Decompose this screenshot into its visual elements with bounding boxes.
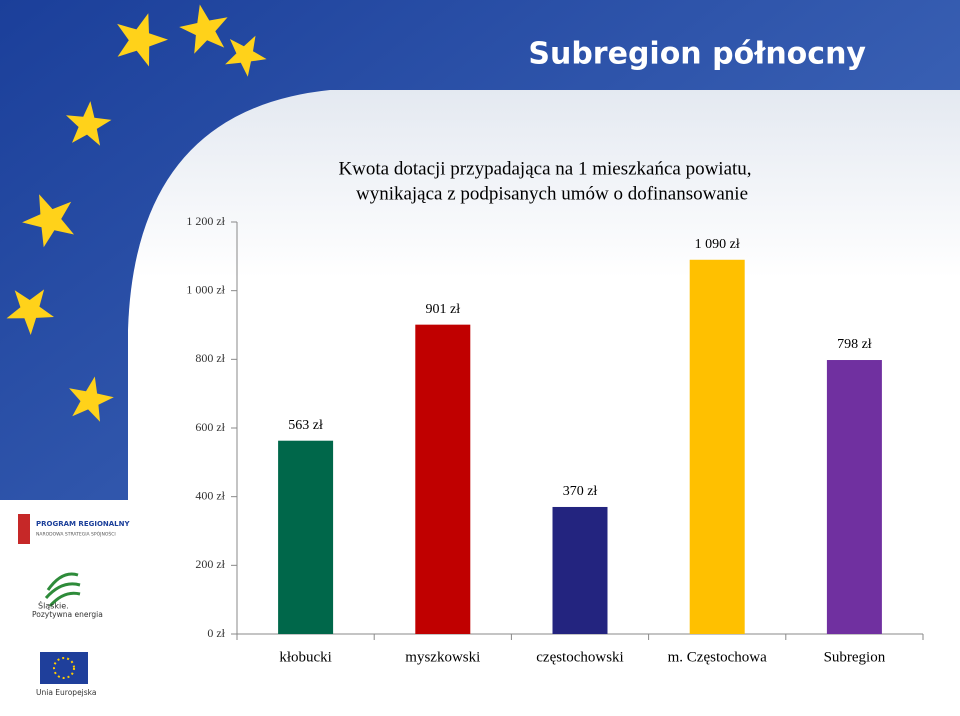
chart-title: wynikająca z podpisanych umów o dofinans… (356, 183, 748, 204)
x-tick-label: Subregion (824, 649, 886, 665)
x-tick-label: kłobucki (279, 649, 332, 665)
x-tick-label: m. Częstochowa (668, 649, 767, 665)
y-tick-label: 400 zł (195, 488, 225, 502)
star (179, 4, 228, 54)
star (6, 289, 54, 335)
value-label: 370 zł (563, 484, 598, 499)
eu-stars (53, 657, 75, 679)
value-label: 563 zł (288, 418, 323, 433)
y-tick-label: 1 200 zł (186, 214, 225, 228)
bar (415, 324, 471, 634)
logo-icon (44, 572, 81, 608)
content-area (128, 90, 960, 716)
logo-text: PROGRAM REGIONALNY (36, 520, 130, 528)
value-label: 1 090 zł (695, 237, 740, 252)
y-tick-label: 1 000 zł (186, 282, 225, 296)
eu-flag (40, 652, 88, 684)
bar (278, 440, 334, 634)
y-tick-label: 800 zł (195, 351, 225, 365)
star (66, 101, 112, 146)
star (69, 376, 114, 422)
star (225, 35, 267, 77)
x-tick-label: myszkowski (405, 649, 480, 665)
value-label: 798 zł (837, 337, 872, 352)
chart-title: Kwota dotacji przypadająca na 1 mieszkań… (338, 158, 751, 179)
bar (826, 360, 882, 634)
logo-text: Śląskie. (38, 600, 69, 611)
y-tick-label: 0 zł (207, 626, 225, 640)
logo-text: Pozytywna energia (32, 610, 103, 619)
bar (689, 259, 745, 634)
slide-title: Subregion północny (528, 37, 866, 72)
logo-text: Unia Europejska (36, 688, 96, 697)
logo-text: NARODOWA STRATEGIA SPÓJNOŚCI (36, 531, 116, 538)
star (22, 194, 75, 248)
x-tick-label: częstochowski (536, 649, 623, 665)
value-label: 901 zł (425, 302, 460, 317)
logo-icon (18, 514, 30, 544)
bar (552, 506, 608, 634)
y-tick-label: 200 zł (195, 557, 225, 571)
y-tick-label: 600 zł (195, 420, 225, 434)
star (117, 13, 168, 67)
